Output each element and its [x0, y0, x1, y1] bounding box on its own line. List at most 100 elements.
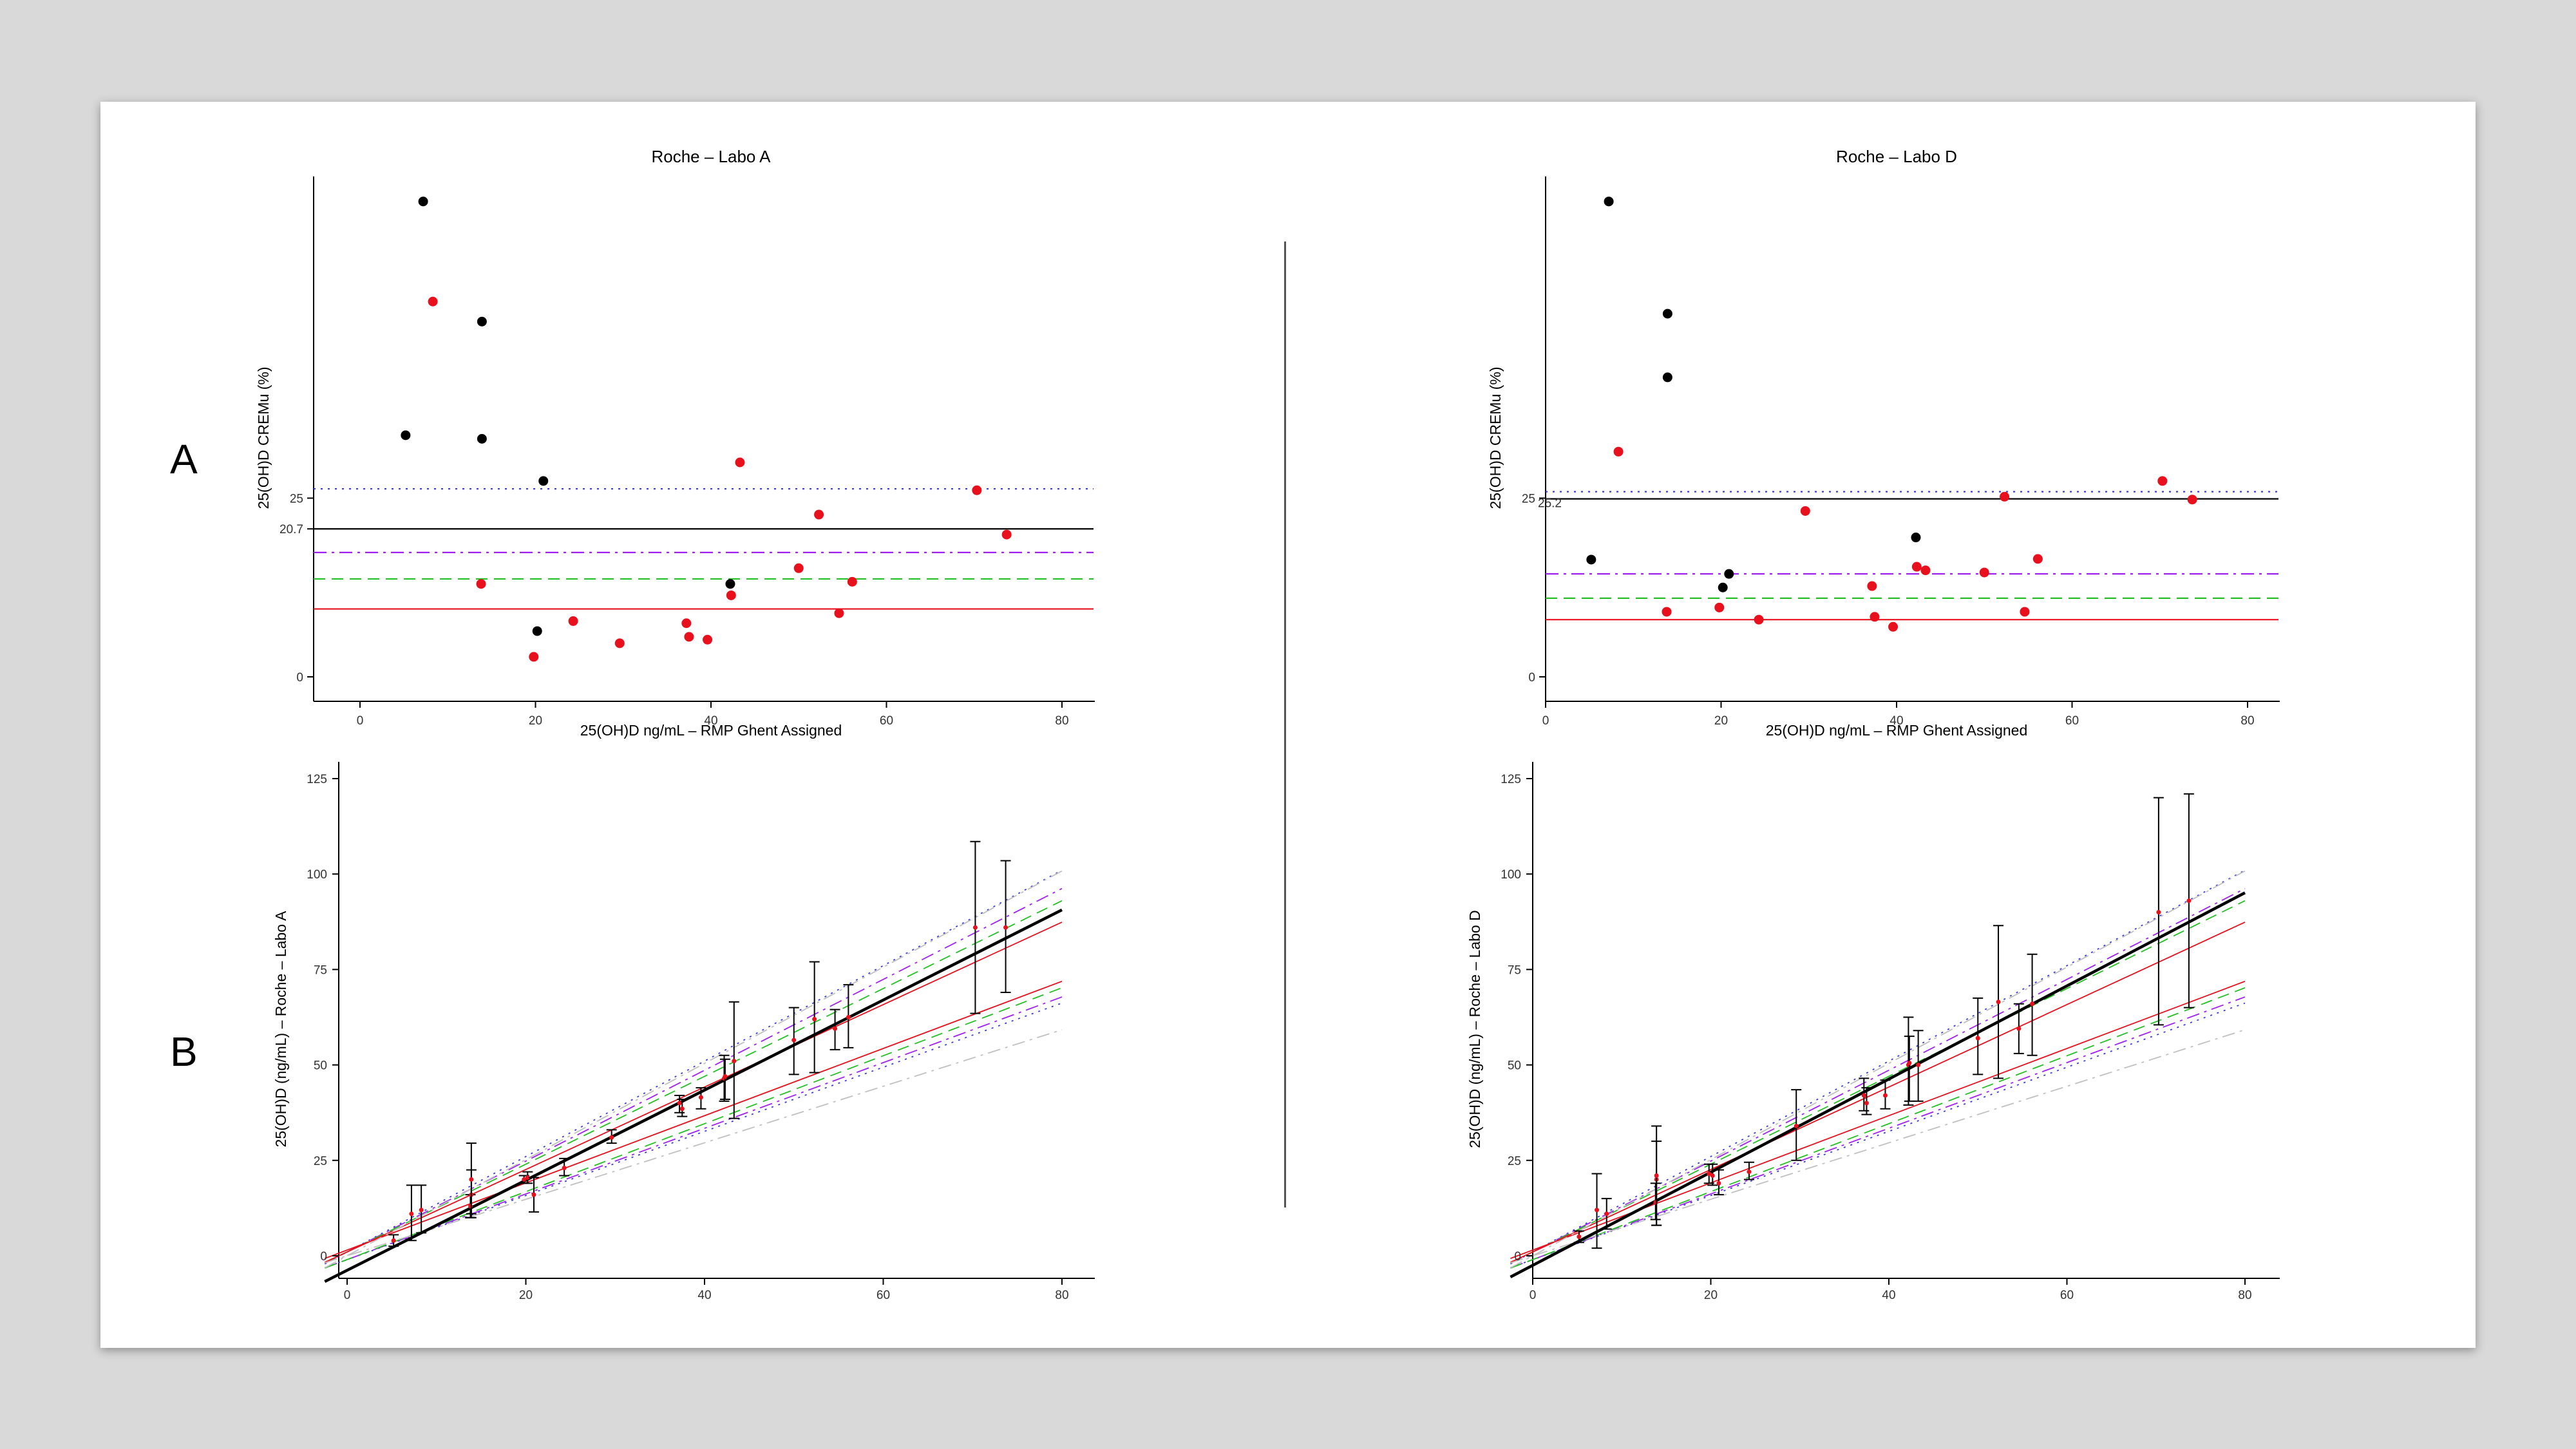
panel-divider: [1284, 242, 1286, 1208]
data-point: [1595, 1208, 1600, 1213]
regression-line: [1510, 891, 2246, 1278]
data-point: [791, 1037, 797, 1043]
x-tick-label: 40: [704, 714, 717, 728]
data-point: [1662, 372, 1672, 383]
data-point: [391, 1238, 396, 1243]
data-point: [1724, 569, 1734, 579]
data-point: [726, 590, 736, 600]
y-tick-label: 125: [307, 773, 327, 786]
x-tick-label: 20: [1714, 714, 1728, 728]
data-point: [525, 1175, 530, 1180]
data-point: [1716, 1180, 1721, 1186]
data-point: [1916, 1063, 1921, 1068]
data-point: [1613, 446, 1624, 457]
x-axis-label: 25(OH)D ng/mL – RMP Ghent Assigned: [1766, 722, 2028, 739]
data-point: [2157, 476, 2168, 486]
data-point: [476, 579, 486, 589]
data-point: [814, 509, 824, 520]
x-tick-label: 0: [1542, 714, 1549, 728]
data-point: [1662, 308, 1672, 319]
data-point: [1794, 1123, 1799, 1128]
reference-line: [325, 996, 1063, 1269]
x-tick-label: 0: [357, 714, 364, 728]
data-point: [1710, 1173, 1715, 1179]
data-point: [1003, 925, 1009, 930]
data-point: [1662, 607, 1672, 617]
data-point: [1975, 1036, 1980, 1041]
x-tick-label: 60: [876, 1289, 890, 1302]
y-axis-label: 25(OH)D (ng/mL) – Roche – Labo D: [1466, 910, 1483, 1148]
y-tick-label: 50: [314, 1059, 327, 1073]
x-tick-label: 20: [1704, 1289, 1718, 1302]
data-point: [1718, 582, 1728, 592]
chart-title: Roche – Labo D: [1836, 147, 1957, 166]
x-tick-label: 0: [1530, 1289, 1537, 1302]
data-point: [1800, 506, 1810, 516]
data-point: [531, 1192, 536, 1197]
data-point: [609, 1135, 614, 1140]
data-point: [972, 925, 978, 930]
panel-label-b: B: [170, 1028, 198, 1075]
data-point: [418, 196, 428, 207]
y-tick-label: 0: [1514, 1250, 1521, 1264]
data-point: [735, 457, 745, 468]
data-point: [793, 563, 804, 573]
data-point: [1911, 533, 1921, 543]
data-point: [1604, 196, 1614, 207]
data-point: [681, 618, 692, 629]
data-point: [2156, 909, 2161, 914]
data-point: [677, 1101, 682, 1106]
regression-line: [324, 908, 1063, 1283]
data-point: [532, 626, 542, 636]
data-point: [1882, 1093, 1888, 1098]
reference-line: [324, 987, 1063, 1269]
reference-line: [1510, 900, 2246, 1264]
data-point: [2030, 1001, 2035, 1007]
reference-line: [324, 922, 1063, 1263]
reference-line: [324, 887, 1063, 1264]
reference-line: [1510, 987, 2246, 1269]
data-point: [1861, 1093, 1866, 1098]
cremu-plot-labo-a: 0 20 40 60 80 0 20.7 25 Roche – Labo A 25(OH)D ng…: [255, 147, 1095, 739]
data-point: [1920, 565, 1931, 576]
x-axis-label: 25(OH)D ng/mL – RMP Ghent Assigned: [580, 722, 842, 739]
y-tick-label: 25: [1508, 1155, 1521, 1168]
x-tick-label: 40: [1889, 714, 1903, 728]
data-point: [409, 1211, 414, 1217]
data-point: [538, 476, 549, 486]
y-tick-label: 25: [290, 493, 303, 506]
y-tick-label: 50: [1508, 1059, 1521, 1073]
data-point: [2186, 898, 2192, 904]
data-point: [1653, 1200, 1658, 1205]
data-point: [2187, 495, 2197, 505]
data-point: [568, 616, 578, 626]
panel-label-a: A: [170, 436, 198, 482]
data-point: [972, 485, 982, 495]
reference-line: [1510, 1002, 2246, 1269]
reference-line: [325, 1029, 1063, 1264]
reference-line: [1510, 980, 2246, 1259]
y-tick-label: 75: [314, 963, 327, 977]
data-point: [1907, 1061, 1912, 1066]
x-tick-label: 0: [344, 1289, 351, 1302]
reference-line: [1510, 1029, 2246, 1264]
data-point: [1996, 999, 2001, 1005]
data-point: [1979, 567, 1989, 578]
data-point: [2000, 491, 2010, 502]
y-tick-label: 0: [296, 671, 303, 685]
reference-line: [324, 869, 1063, 1265]
data-point: [725, 579, 735, 589]
reference-line: [325, 1002, 1063, 1269]
x-tick-label: 80: [1055, 1289, 1068, 1302]
data-point: [2020, 607, 2030, 617]
data-point: [1870, 612, 1880, 622]
reference-line: [324, 900, 1063, 1264]
data-point: [469, 1177, 474, 1182]
y-tick-label: 0: [320, 1250, 327, 1264]
data-point: [684, 632, 694, 642]
data-point: [1577, 1234, 1582, 1239]
data-point: [1888, 621, 1899, 632]
y-tick-label: 75: [1508, 963, 1521, 977]
data-point: [468, 1204, 473, 1209]
data-point: [401, 430, 411, 440]
